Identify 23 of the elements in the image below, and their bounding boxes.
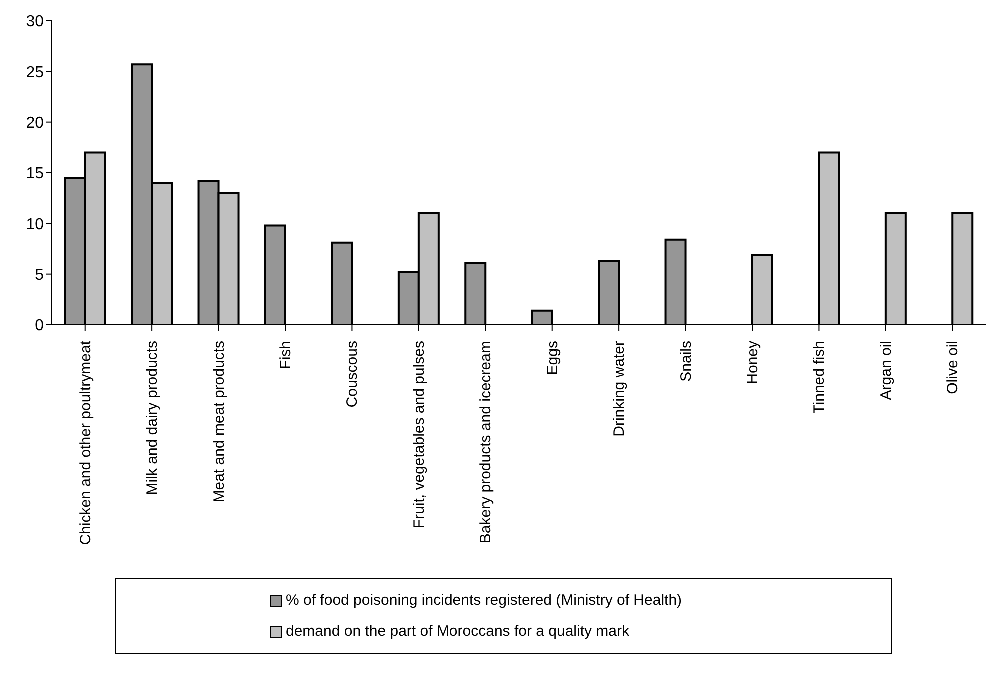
x-tick-label: Meat and meat products xyxy=(210,341,228,503)
x-tick-label: Snails xyxy=(678,341,695,382)
x-tick-label: Bakery products and icecream xyxy=(478,341,495,544)
y-tick-label: 5 xyxy=(35,267,44,284)
x-tick-label: Chicken and other poultrymeat xyxy=(77,340,94,546)
x-tick-label: Couscous xyxy=(344,341,362,408)
x-tick-label: Milk and dairy products xyxy=(144,341,162,496)
y-tick-label: 20 xyxy=(26,115,44,132)
x-tick-label: Eggs xyxy=(544,341,562,376)
y-tick-label: 10 xyxy=(26,216,44,234)
x-tick-label: Drinking water xyxy=(611,341,628,437)
x-tick-label: Olive oil xyxy=(944,341,962,394)
legend-label: demand on the part of Moroccans for a quality mark xyxy=(286,623,630,640)
y-tick-label: 15 xyxy=(26,166,44,183)
y-tick-label: 30 xyxy=(26,14,44,31)
x-tick-label: Fish xyxy=(278,341,294,370)
y-tick-label: 0 xyxy=(35,318,44,335)
x-tick-label: Argan oil xyxy=(878,341,895,400)
y-tick-label: 25 xyxy=(26,64,44,82)
x-tick-label: Tinned fish xyxy=(811,341,828,414)
x-tick-label: Honey xyxy=(744,340,762,384)
legend-label: % of food poisoning incidents registered (Ministry of Health) xyxy=(286,592,682,609)
x-tick-label: Fruit, vegetables and pulses xyxy=(410,341,428,529)
